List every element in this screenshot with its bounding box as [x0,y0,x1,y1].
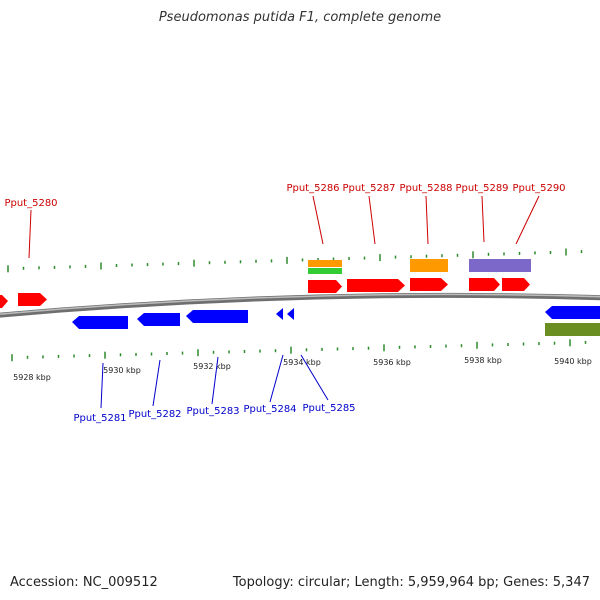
bottom-tick-track [11,339,587,362]
leader-line-5288 [425,195,429,245]
forward-label-leaders [28,195,540,259]
purple-feature-5289[interactable] [469,259,501,272]
cds-arrow-5282[interactable] [137,313,180,326]
cds-arrow-5289[interactable] [469,278,500,291]
genome-backbone [0,292,600,318]
forward-cds-track [0,278,530,308]
gene-label-5281[interactable]: Pput_5281 [73,413,126,424]
cds-arrow-5281[interactable] [72,316,128,329]
cds-arrow-5288[interactable] [410,278,448,291]
scale-labels: 5928 kbp 5930 kbp 5932 kbp 5934 kbp 5936… [13,356,592,382]
gene-label-5287[interactable]: Pput_5287 [342,183,395,194]
orange-feature-5286[interactable] [308,260,342,267]
olive-feature-right[interactable] [545,323,600,336]
reverse-label-leaders [100,354,329,409]
gene-label-5282[interactable]: Pput_5282 [128,409,181,420]
scale-label: 5928 kbp [13,373,51,382]
leader-line-5287 [368,195,376,245]
leader-line-5281 [100,362,104,409]
cds-arrow-5280[interactable] [18,293,47,306]
scale-label: 5932 kbp [193,362,231,371]
genome-summary: Topology: circular; Length: 5,959,964 bp… [232,575,590,590]
top-tick-track [7,248,583,273]
leader-line-5289 [481,195,485,243]
cds-arrow-5286[interactable] [308,280,342,293]
leader-line-5283 [211,356,219,405]
reverse-cds-track [72,306,600,329]
leader-line-5284 [269,354,284,403]
leader-line-5286 [312,195,324,245]
accession-label: Accession: NC_009512 [10,575,158,590]
gene-label-5280[interactable]: Pput_5280 [4,198,57,209]
gene-label-5290[interactable]: Pput_5290 [512,183,565,194]
forward-gene-labels: Pput_5280 Pput_5286 Pput_5287 Pput_5288 … [4,183,565,209]
gene-label-5283[interactable]: Pput_5283 [186,406,239,417]
gene-label-5285[interactable]: Pput_5285 [302,403,355,414]
scale-label: 5938 kbp [464,356,502,365]
cds-arrow-5283[interactable] [186,310,248,323]
scale-label: 5936 kbp [373,358,411,367]
orange-feature-5288[interactable] [410,259,448,272]
gene-label-5289[interactable]: Pput_5289 [455,183,508,194]
cds-arrow-right-edge[interactable] [545,306,600,319]
reverse-gene-labels: Pput_5281 Pput_5282 Pput_5283 Pput_5284 … [73,403,355,424]
leader-line-5290 [515,195,540,245]
genome-backbone-highlight [0,293,600,315]
scale-label: 5930 kbp [103,366,141,375]
scale-label: 5940 kbp [554,357,592,366]
cds-arrow-left-edge[interactable] [0,295,8,308]
gene-label-5284[interactable]: Pput_5284 [243,404,296,415]
cds-arrow-5285[interactable] [287,308,294,320]
leader-line-5285 [300,354,329,401]
scale-label: 5934 kbp [283,358,321,367]
cds-arrow-5287[interactable] [347,279,405,292]
feature-track [308,259,600,336]
cds-arrow-5284[interactable] [276,308,283,320]
purple-feature-5290[interactable] [501,259,531,272]
gene-label-5288[interactable]: Pput_5288 [399,183,452,194]
leader-line-5282 [152,359,161,407]
leader-line-5280 [28,209,32,259]
cds-arrow-5290[interactable] [502,278,530,291]
green-feature-5286[interactable] [308,268,342,274]
gene-label-5286[interactable]: Pput_5286 [286,183,339,194]
map-title: Pseudomonas putida F1, complete genome [158,10,442,25]
